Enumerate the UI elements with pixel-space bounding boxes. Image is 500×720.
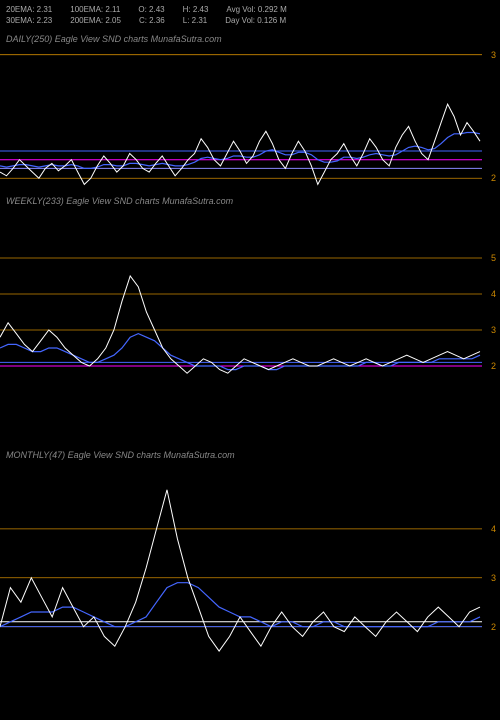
avgvol-label: Avg Vol: 0.292 M: [226, 4, 286, 15]
price-line: [0, 276, 480, 373]
price-line: [0, 104, 480, 184]
header-row-2: 30EMA: 2.23 200EMA: 2.05 C: 2.36 L: 2.31…: [6, 15, 494, 26]
monthly-panel: [0, 480, 500, 700]
weekly-label: WEEKLY(233) Eagle View SND charts Munafa…: [6, 196, 233, 206]
ema200-label: 200EMA: 2.05: [70, 15, 121, 26]
open-label: O: 2.43: [138, 4, 164, 15]
daily-chart: [0, 30, 500, 240]
weekly-chart: [0, 240, 500, 420]
chart-header: 20EMA: 2.31 100EMA: 2.11 O: 2.43 H: 2.43…: [0, 0, 500, 30]
close-label: C: 2.36: [139, 15, 165, 26]
ema30-label: 30EMA: 2.23: [6, 15, 52, 26]
ma-line: [0, 334, 480, 370]
monthly-label: MONTHLY(47) Eagle View SND charts Munafa…: [6, 450, 235, 460]
daily-label: DAILY(250) Eagle View SND charts MunafaS…: [6, 34, 222, 44]
header-row-1: 20EMA: 2.31 100EMA: 2.11 O: 2.43 H: 2.43…: [6, 4, 494, 15]
weekly-panel: [0, 240, 500, 420]
ema100-label: 100EMA: 2.11: [70, 4, 120, 15]
ema20-label: 20EMA: 2.31: [6, 4, 52, 15]
daily-panel: [0, 30, 500, 240]
high-label: H: 2.43: [183, 4, 209, 15]
low-label: L: 2.31: [183, 15, 207, 26]
monthly-chart: [0, 480, 500, 700]
dayvol-label: Day Vol: 0.126 M: [225, 15, 286, 26]
